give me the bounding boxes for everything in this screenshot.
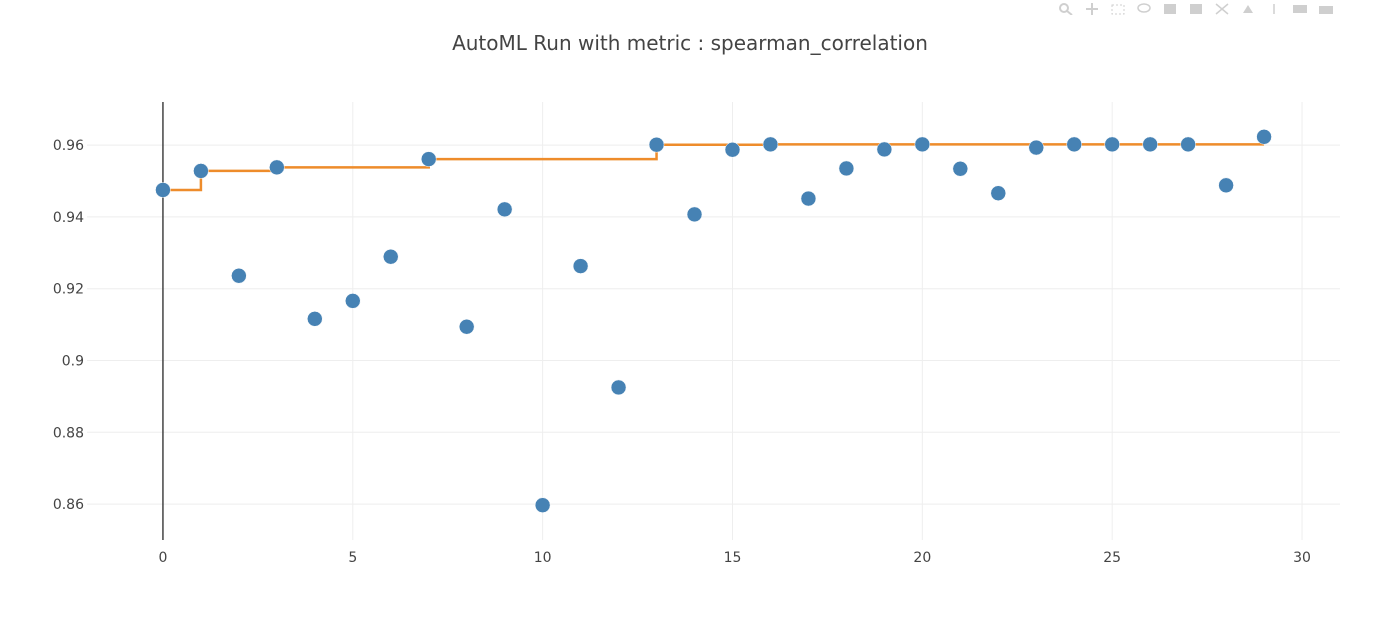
run-point <box>1066 136 1082 153</box>
run-point <box>686 206 703 223</box>
run-point <box>1104 136 1120 153</box>
x-tick-label: 25 <box>1103 550 1121 566</box>
run-point <box>496 201 513 218</box>
run-point <box>1218 177 1234 194</box>
run-point <box>648 136 665 153</box>
hover-compare-icon[interactable] <box>1318 0 1334 14</box>
run-point <box>345 293 361 309</box>
run-point <box>231 268 247 284</box>
run-point <box>1142 136 1158 153</box>
run-point <box>269 159 285 176</box>
run-point <box>1256 129 1272 145</box>
y-tick-label: 0.88 <box>53 425 84 441</box>
x-tick-label: 30 <box>1293 550 1311 566</box>
best-run-step-line <box>162 143 1265 192</box>
run-point <box>610 379 627 396</box>
y-tick-label: 0.94 <box>53 210 84 226</box>
x-tick-label: 20 <box>913 550 931 566</box>
zoom-in-icon[interactable] <box>1162 0 1178 14</box>
spike-icon[interactable] <box>1266 0 1282 14</box>
run-points-series <box>155 129 1272 513</box>
reset-axes-icon[interactable] <box>1240 0 1256 13</box>
run-point <box>876 141 893 158</box>
modebar <box>1058 0 1334 16</box>
x-tick-label: 5 <box>348 550 357 566</box>
run-point <box>724 141 741 158</box>
x-axis: 0 5 10 15 20 25 30 <box>158 550 1310 566</box>
x-tick-label: 15 <box>724 550 742 566</box>
pan-icon[interactable] <box>1084 0 1100 15</box>
y-axis: 0.86 0.88 0.9 0.92 0.94 0.96 <box>53 138 84 513</box>
x-tick-label: 0 <box>158 550 167 566</box>
run-point <box>800 190 817 207</box>
y-tick-label: 0.9 <box>62 353 84 369</box>
run-point <box>383 248 399 265</box>
run-point <box>1180 136 1196 153</box>
run-point <box>420 151 437 167</box>
run-point <box>1028 139 1044 156</box>
zoom-out-icon[interactable] <box>1188 0 1204 14</box>
run-point <box>572 258 589 274</box>
best-run-line-series <box>162 143 1265 192</box>
x-tick-label: 10 <box>534 550 552 566</box>
autoscale-icon[interactable] <box>1214 0 1230 15</box>
y-tick-label: 0.92 <box>53 282 84 298</box>
run-point <box>914 136 931 153</box>
y-tick-label: 0.96 <box>53 138 84 154</box>
hover-closest-icon[interactable] <box>1292 0 1308 13</box>
lasso-icon[interactable] <box>1136 0 1152 13</box>
box-select-icon[interactable] <box>1110 0 1126 15</box>
run-point <box>762 136 779 153</box>
zoom-icon[interactable] <box>1058 0 1074 16</box>
y-tick-label: 0.86 <box>53 497 84 513</box>
run-point <box>534 497 551 513</box>
run-point <box>307 311 323 327</box>
run-point <box>193 163 209 179</box>
run-point <box>838 160 855 177</box>
run-point <box>990 185 1007 201</box>
chart-title: AutoML Run with metric : spearman_correl… <box>452 31 928 55</box>
run-point <box>155 182 171 198</box>
run-point <box>952 161 969 177</box>
run-point <box>458 318 475 335</box>
